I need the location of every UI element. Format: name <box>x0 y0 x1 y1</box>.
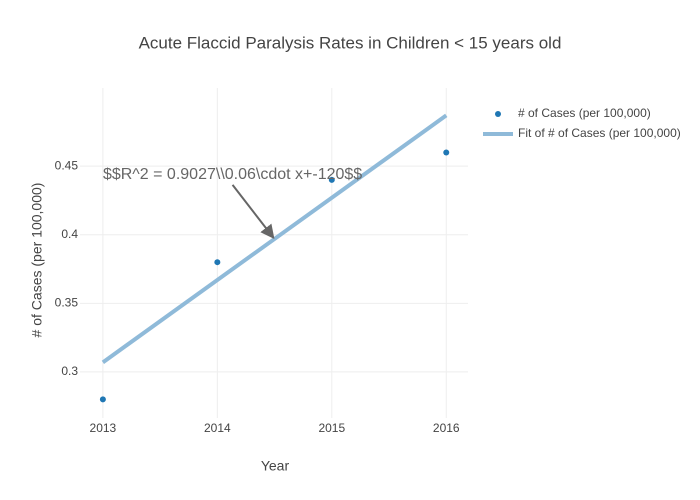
x-tick-label: 2014 <box>204 421 231 435</box>
annotation-arrow <box>231 184 275 239</box>
data-point <box>443 149 450 156</box>
y-tick-label: 0.35 <box>55 296 79 310</box>
annotation-text: $$R^2 = 0.9027\\0.06\cdot x+-120$$ <box>103 166 362 183</box>
fit-line <box>101 113 448 364</box>
y-tick-label: 0.45 <box>55 158 79 172</box>
y-axis-title: # of Cases (per 100,000) <box>29 183 45 338</box>
data-point <box>214 259 221 266</box>
y-tick-label: 0.3 <box>61 364 78 378</box>
chart-title: Acute Flaccid Paralysis Rates in Childre… <box>139 33 562 52</box>
legend-label: Fit of # of Cases (per 100,000) <box>518 126 681 140</box>
x-axis-title: Year <box>261 458 290 474</box>
data-point <box>328 176 335 183</box>
x-tick-label: 2016 <box>433 421 460 435</box>
legend-label: # of Cases (per 100,000) <box>518 106 651 120</box>
x-tick-label: 2013 <box>90 421 117 435</box>
legend-swatch <box>495 111 501 117</box>
data-point <box>99 396 106 403</box>
x-tick-label: 2015 <box>318 421 345 435</box>
y-tick-label: 0.4 <box>61 227 78 241</box>
